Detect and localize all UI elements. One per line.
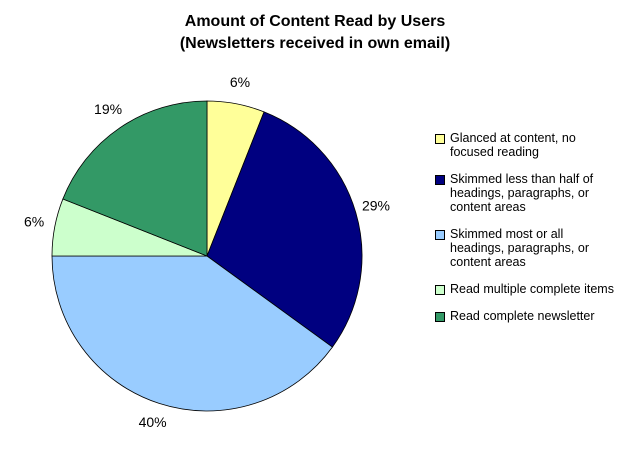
data-label: 40%	[139, 414, 167, 430]
legend-entry: Glanced at content, no focused reading	[435, 131, 615, 159]
legend-entry: Skimmed less than half of headings, para…	[435, 172, 615, 214]
pie-slice	[51, 255, 333, 412]
data-label: 6%	[24, 214, 44, 230]
data-label: 29%	[362, 198, 390, 214]
legend-swatch	[435, 175, 445, 185]
legend-swatch	[435, 285, 445, 295]
chart-title: Amount of Content Read by Users	[185, 13, 446, 30]
data-label: 19%	[94, 101, 122, 117]
pie-slice	[62, 100, 208, 257]
pie-slice	[206, 111, 363, 348]
chart-subtitle: (Newsletters received in own email)	[180, 35, 450, 52]
legend-swatch	[435, 312, 445, 322]
legend-entry: Read multiple complete items	[435, 282, 615, 296]
legend-entry: Read complete newsletter	[435, 309, 615, 323]
legend-label: Glanced at content, no focused reading	[450, 131, 576, 159]
legend-entry: Skimmed most or all headings, paragraphs…	[435, 227, 615, 269]
legend-label: Read multiple complete items	[450, 282, 614, 296]
legend-label: Skimmed less than half of headings, para…	[450, 172, 594, 214]
legend-swatch	[435, 230, 445, 240]
legend-label: Skimmed most or all headings, paragraphs…	[450, 227, 589, 269]
data-label: 6%	[230, 74, 250, 90]
legend-swatch	[435, 134, 445, 144]
legend-label: Read complete newsletter	[450, 309, 595, 323]
legend: Glanced at content, no focused reading Sk…	[435, 131, 615, 323]
